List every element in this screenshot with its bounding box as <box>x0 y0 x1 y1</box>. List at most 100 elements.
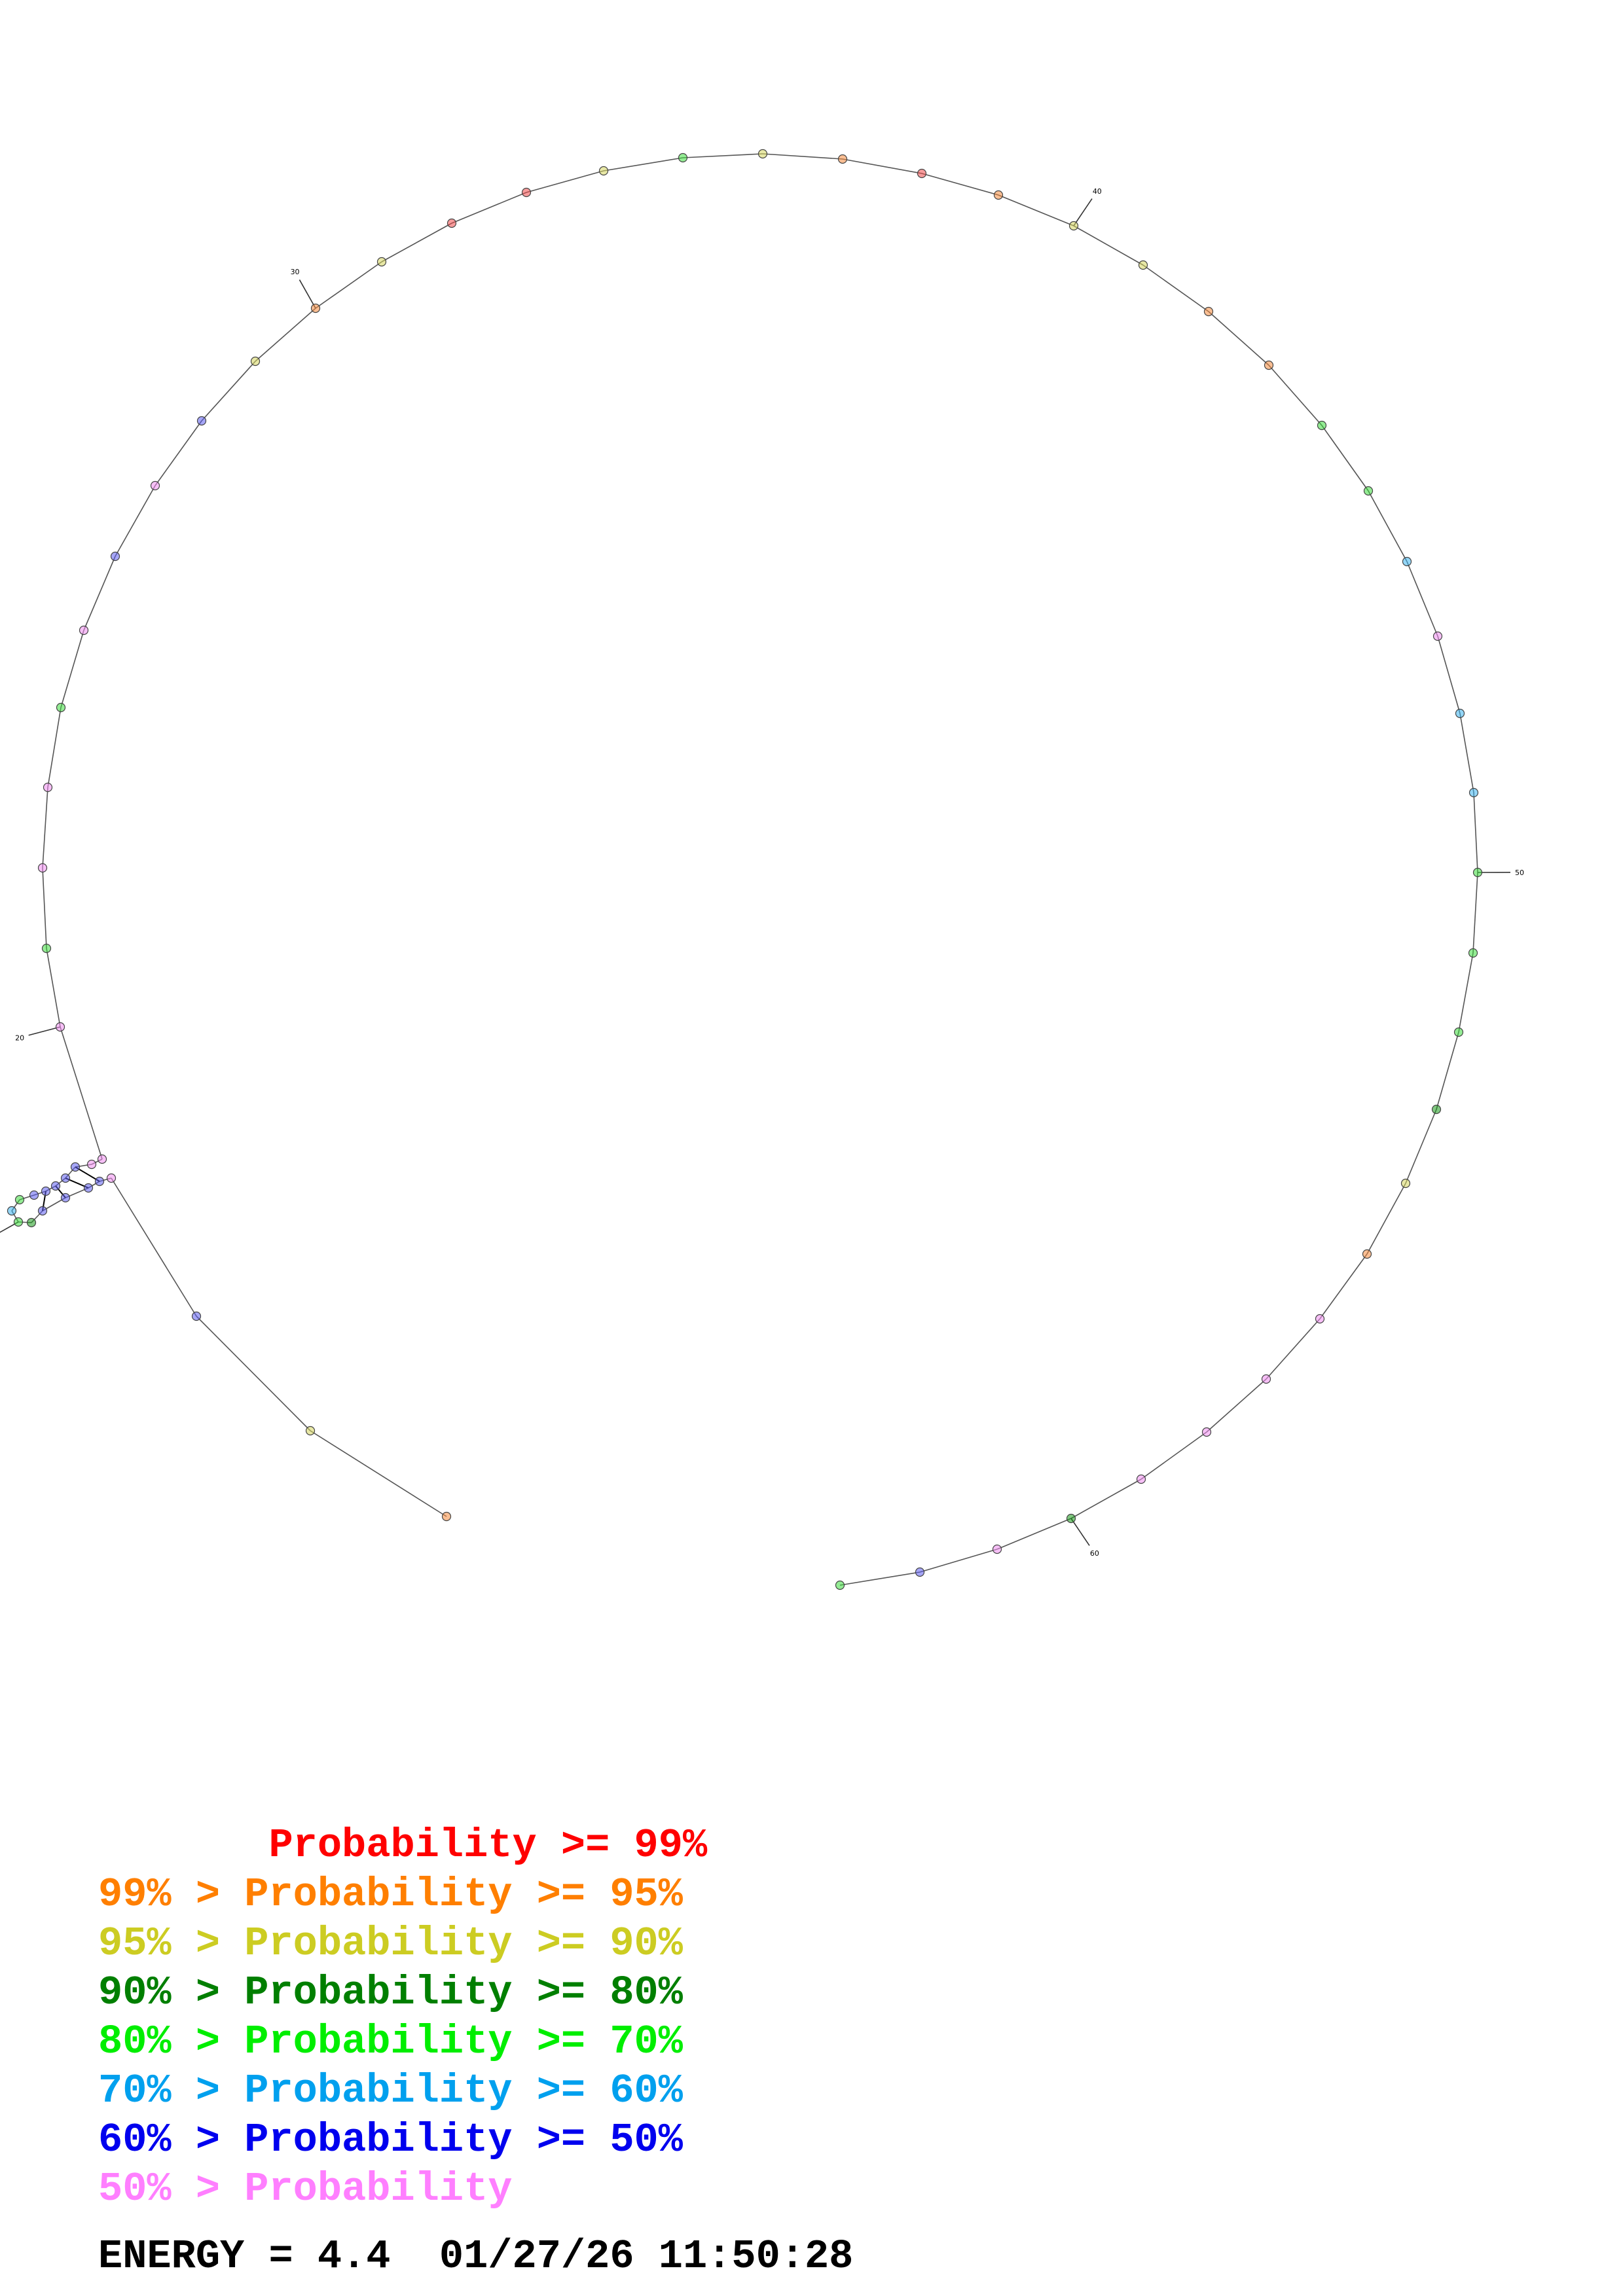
index-label: 60 <box>1090 1549 1099 1558</box>
nucleotide-62 <box>915 1567 925 1577</box>
backbone-segment <box>115 485 156 557</box>
nucleotide-2 <box>305 1426 316 1436</box>
backbone-segment <box>1473 792 1478 873</box>
index-tick <box>28 1026 61 1036</box>
nucleotide-7 <box>60 1193 71 1203</box>
legend-entry: 95% > Probability >= 90% <box>98 1920 683 1967</box>
legend-entry: 60% > Probability >= 50% <box>98 2117 683 2163</box>
nucleotide-49 <box>1468 787 1479 798</box>
base-pair-bond <box>75 1166 100 1182</box>
nucleotide-5 <box>94 1176 105 1187</box>
nucleotide-38 <box>917 168 927 179</box>
backbone-segment <box>603 157 684 171</box>
index-label: 30 <box>291 268 300 276</box>
nucleotide-layer <box>7 149 1483 1590</box>
index-label: 40 <box>1093 187 1102 196</box>
nucleotide-42 <box>1203 306 1214 317</box>
backbone-segment <box>1437 636 1461 714</box>
backbone-segment <box>1368 490 1408 562</box>
backbone-segment <box>996 1518 1072 1550</box>
nucleotide-4 <box>106 1173 117 1183</box>
backbone-segment <box>1140 1431 1207 1480</box>
nucleotide-48 <box>1455 708 1465 719</box>
nucleotide-26 <box>110 551 120 562</box>
backbone-segment <box>381 223 452 262</box>
backbone-segment <box>47 707 62 788</box>
backbone-segment <box>1266 1318 1321 1380</box>
nucleotide-36 <box>757 149 768 159</box>
nucleotide-44 <box>1317 420 1327 431</box>
nucleotide-28 <box>196 416 207 426</box>
nucleotide-14 <box>41 1186 51 1196</box>
backbone-segment <box>998 194 1074 226</box>
nucleotide-52 <box>1453 1027 1464 1037</box>
backbone-segment <box>196 1316 311 1431</box>
index-tick <box>299 279 316 309</box>
backbone-segment <box>1406 561 1438 637</box>
backbone-segment <box>255 308 316 362</box>
backbone-segment <box>310 1430 447 1517</box>
nucleotide-25 <box>79 625 89 636</box>
nucleotide-37 <box>837 154 848 164</box>
nucleotide-24 <box>56 702 66 713</box>
nucleotide-63 <box>835 1580 845 1590</box>
nucleotide-20 <box>55 1022 65 1032</box>
backbone-segment <box>1268 365 1322 426</box>
backbone-segment <box>1405 1109 1437 1184</box>
nucleotide-21 <box>41 943 52 954</box>
backbone-segment <box>839 1571 921 1586</box>
backbone-segment <box>451 192 527 224</box>
backbone-segment <box>1073 225 1144 266</box>
legend-entry: 70% > Probability >= 60% <box>98 2068 683 2114</box>
backbone-segment <box>46 948 61 1028</box>
nucleotide-43 <box>1264 360 1274 370</box>
nucleotide-11 <box>7 1206 17 1216</box>
backbone-segment <box>60 1026 103 1160</box>
nucleotide-29 <box>250 356 261 367</box>
nucleotide-17 <box>70 1162 81 1172</box>
nucleotide-58 <box>1201 1427 1212 1437</box>
backbone-segment <box>1206 1378 1267 1433</box>
nucleotide-39 <box>993 190 1004 200</box>
nucleotide-27 <box>150 480 160 491</box>
index-tick <box>1073 198 1093 226</box>
nucleotide-60 <box>1066 1513 1076 1524</box>
nucleotide-51 <box>1468 948 1478 958</box>
nucleotide-23 <box>43 782 53 793</box>
backbone-segment <box>1208 311 1269 366</box>
backbone-segment <box>42 867 47 949</box>
backbone-segment <box>1436 1031 1459 1110</box>
nucleotide-13 <box>29 1190 39 1200</box>
nucleotide-6 <box>83 1183 94 1193</box>
legend-entry: Probability >= 99% <box>98 1822 708 1869</box>
nucleotide-19 <box>97 1154 107 1164</box>
nucleotide-18 <box>86 1159 97 1170</box>
legend-entry: 99% > Probability >= 95% <box>98 1871 683 1918</box>
nucleotide-57 <box>1261 1374 1271 1384</box>
index-tick-layer: 102030405060 <box>0 187 1524 1558</box>
nucleotide-30 <box>310 303 321 314</box>
nucleotide-33 <box>521 187 532 198</box>
backbone-layer <box>11 153 1478 1586</box>
nucleotide-59 <box>1136 1474 1146 1484</box>
nucleotide-50 <box>1472 867 1483 878</box>
energy-timestamp: ENERGY = 4.4 01/27/26 11:50:28 <box>98 2233 854 2280</box>
backbone-segment <box>1472 872 1478 954</box>
nucleotide-10 <box>13 1217 24 1227</box>
nucleotide-15 <box>50 1181 61 1191</box>
nucleotide-46 <box>1402 556 1412 567</box>
nucleotide-8 <box>37 1206 48 1216</box>
nucleotide-40 <box>1068 221 1079 231</box>
nucleotide-9 <box>26 1217 37 1228</box>
index-label: 50 <box>1515 869 1524 877</box>
backbone-segment <box>315 261 382 309</box>
backbone-segment <box>682 153 763 158</box>
nucleotide-16 <box>60 1173 71 1183</box>
nucleotide-22 <box>37 863 48 873</box>
backbone-segment <box>921 173 999 196</box>
backbone-segment <box>762 153 843 160</box>
nucleotide-54 <box>1400 1178 1411 1189</box>
backbone-segment <box>83 556 116 631</box>
backbone-segment <box>1459 713 1474 793</box>
